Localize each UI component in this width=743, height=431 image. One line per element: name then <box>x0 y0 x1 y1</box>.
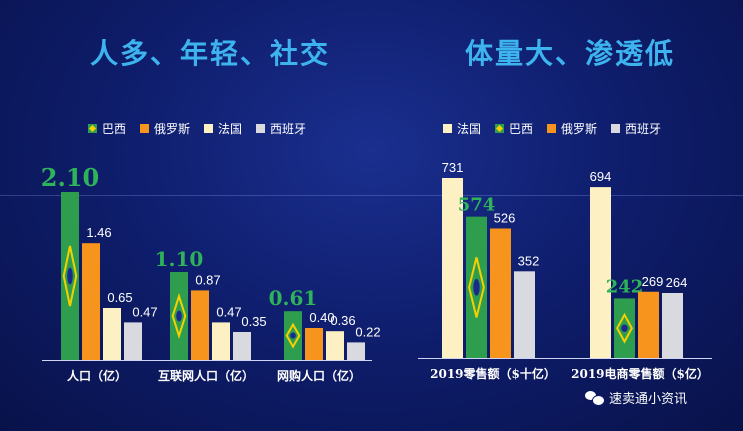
brazil-flag-icon <box>616 312 633 344</box>
category-label: 互联网人口（亿） <box>158 368 254 383</box>
watermark: 速卖通小资讯 <box>585 388 687 407</box>
bar-俄罗斯 <box>305 328 323 360</box>
category-label: 网购人口（亿） <box>277 368 361 383</box>
legend-item: 俄罗斯 <box>140 120 190 137</box>
data-label: 0.35 <box>241 314 266 329</box>
bar-法国 <box>590 187 611 358</box>
bar-西班牙 <box>233 332 251 360</box>
bar-俄罗斯 <box>191 290 209 360</box>
bar-法国 <box>326 331 344 360</box>
legend-label: 巴西 <box>509 122 534 136</box>
brazil-flag-icon <box>88 124 97 133</box>
data-label: 269 <box>642 274 664 289</box>
category-label: 2019零售额（$十亿） <box>430 366 556 381</box>
data-label: 0.40 <box>309 310 334 325</box>
bar-俄罗斯 <box>490 228 511 358</box>
brazil-flag-globe <box>176 310 182 322</box>
background-divider <box>0 195 743 196</box>
right-chart-legend: 法国 巴西 俄罗斯 西班牙 <box>443 120 661 137</box>
data-label: 0.47 <box>132 304 157 319</box>
legend-label: 巴西 <box>102 122 127 136</box>
data-label: 352 <box>518 253 540 268</box>
data-label: 694 <box>590 169 612 184</box>
brazil-flag-icon <box>171 292 187 340</box>
data-label: 526 <box>494 210 516 225</box>
legend-item: 巴西 <box>88 120 126 137</box>
bar-法国 <box>212 322 230 360</box>
legend-item: 俄罗斯 <box>547 120 597 137</box>
legend-label: 西班牙 <box>625 122 662 136</box>
left-chart-title: 人多、年轻、社交 <box>89 37 330 70</box>
wechat-icon <box>585 390 605 406</box>
legend-swatch <box>611 124 621 133</box>
data-label: 0.87 <box>195 272 220 287</box>
legend-swatch <box>204 124 214 133</box>
legend-label: 俄罗斯 <box>154 122 191 136</box>
legend-label: 俄罗斯 <box>561 122 598 136</box>
legend-label: 西班牙 <box>270 122 307 136</box>
watermark-text: 速卖通小资讯 <box>609 392 688 407</box>
bar-西班牙 <box>514 271 535 358</box>
bar-法国 <box>103 308 121 360</box>
legend-swatch <box>140 124 150 133</box>
legend-swatch <box>547 124 557 133</box>
bar-法国 <box>442 178 463 358</box>
brazil-flag-icon <box>468 257 485 318</box>
left-chart-legend: 巴西 俄罗斯 法国 西班牙 <box>88 120 306 137</box>
category-label: 2019电商零售额（$亿） <box>571 366 709 381</box>
data-label: 242 <box>606 276 644 297</box>
legend-item: 法国 <box>443 120 481 137</box>
bar-西班牙 <box>662 292 683 358</box>
data-label: 1.46 <box>86 225 111 240</box>
data-label: 0.61 <box>269 286 318 310</box>
legend-item: 法国 <box>204 120 242 137</box>
data-label: 1.10 <box>155 247 204 271</box>
bar-俄罗斯 <box>82 243 100 360</box>
brazil-flag-globe <box>67 267 73 285</box>
legend-item: 西班牙 <box>256 120 306 137</box>
bar-西班牙 <box>124 322 142 360</box>
brazil-flag-icon <box>495 124 505 133</box>
bar-俄罗斯 <box>638 291 659 358</box>
legend-swatch <box>256 124 266 133</box>
brazil-flag-globe <box>473 278 480 296</box>
data-label: 0.22 <box>355 324 380 339</box>
legend-item: 西班牙 <box>611 120 661 137</box>
legend-item: 巴西 <box>495 120 533 137</box>
data-label: 731 <box>442 160 464 175</box>
brazil-flag-icon <box>62 245 78 307</box>
right-chart-title: 体量大、渗透低 <box>464 37 675 70</box>
legend-label: 法国 <box>218 122 243 136</box>
brazil-flag-icon <box>285 322 301 349</box>
data-label: 264 <box>666 275 688 290</box>
legend-label: 法国 <box>457 122 482 136</box>
legend-swatch <box>443 124 452 133</box>
data-label: 574 <box>458 195 496 216</box>
brazil-flag-globe <box>621 324 628 332</box>
brazil-flag-globe <box>290 332 296 339</box>
data-label: 0.47 <box>216 304 241 319</box>
data-label: 0.65 <box>107 290 132 305</box>
category-label: 人口（亿） <box>67 368 127 383</box>
data-label: 2.10 <box>41 163 99 192</box>
bar-西班牙 <box>347 342 365 360</box>
data-label: 0.36 <box>330 313 355 328</box>
